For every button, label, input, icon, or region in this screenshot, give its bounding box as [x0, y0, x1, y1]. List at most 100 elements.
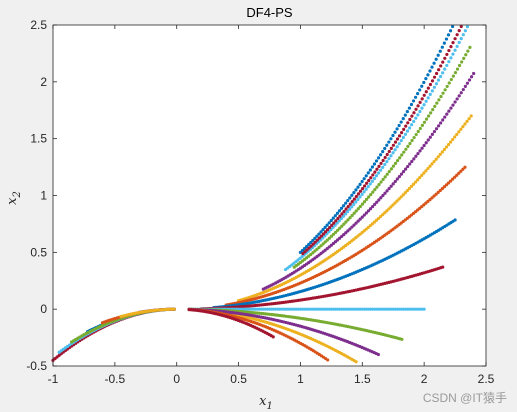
data-point [374, 159, 379, 163]
x-tick-label: 1.5 [354, 372, 371, 386]
data-point [350, 200, 354, 204]
data-point [422, 103, 426, 107]
data-point [354, 221, 358, 225]
data-point [360, 202, 365, 206]
data-point [321, 232, 326, 236]
data-point [365, 181, 369, 185]
data-point [459, 91, 463, 95]
data-point [447, 81, 451, 85]
data-point [453, 71, 458, 75]
data-point [385, 152, 389, 157]
data-point [469, 114, 473, 118]
data-point [426, 96, 430, 100]
data-point [323, 225, 327, 229]
data-point [381, 177, 385, 182]
data-point [362, 177, 366, 181]
data-point [307, 242, 311, 247]
data-point [418, 100, 422, 104]
x-tick-label: -1 [48, 372, 59, 386]
data-point [463, 165, 467, 169]
data-point [352, 211, 356, 215]
data-point [438, 49, 442, 53]
data-point [344, 220, 348, 224]
data-point [414, 107, 418, 111]
data-point [389, 205, 393, 209]
data-point [399, 138, 403, 143]
data-point [403, 167, 408, 171]
data-point [446, 181, 451, 185]
data-point [442, 41, 446, 45]
data-point [424, 141, 428, 145]
data-point [391, 143, 395, 147]
data-point [371, 190, 375, 194]
data-point [391, 203, 395, 207]
data-point [370, 179, 374, 183]
data-point [375, 200, 379, 204]
data-point [416, 129, 420, 134]
data-point [391, 164, 396, 168]
data-point [426, 73, 430, 77]
data-point [327, 236, 331, 240]
data-point [426, 138, 430, 142]
data-point [428, 92, 432, 96]
data-point [440, 187, 444, 191]
data-point [422, 120, 427, 124]
data-point [360, 215, 364, 219]
y-axis-label-main: x [5, 197, 20, 205]
data-point [344, 207, 348, 211]
data-point [418, 109, 422, 114]
data-point [339, 216, 343, 221]
data-point [432, 75, 437, 79]
data-point [438, 152, 442, 156]
data-point [333, 230, 338, 234]
data-point [319, 234, 324, 238]
data-point [346, 218, 350, 222]
data-point [400, 131, 404, 135]
data-point [406, 121, 410, 125]
data-point [393, 161, 398, 165]
data-point [429, 111, 433, 115]
data-point [400, 153, 404, 157]
data-point [378, 214, 383, 219]
data-point [420, 97, 424, 101]
data-point [389, 146, 393, 150]
data-point [307, 246, 311, 250]
data-point [444, 145, 449, 149]
data-point [374, 174, 379, 178]
x-tick-label: -0.5 [105, 372, 126, 386]
data-point [354, 188, 358, 192]
data-point [399, 172, 404, 176]
data-point [358, 217, 362, 221]
data-point [344, 231, 348, 235]
data-point [430, 162, 434, 166]
data-point [444, 183, 449, 187]
data-point [385, 160, 389, 164]
data-point [437, 98, 441, 102]
data-point [328, 225, 332, 230]
data-point [377, 198, 381, 202]
data-point [400, 337, 404, 341]
data-point [465, 119, 469, 123]
data-point [451, 41, 455, 45]
data-point [431, 108, 435, 112]
data-point [342, 204, 346, 208]
data-point [426, 86, 430, 90]
data-point [383, 146, 387, 151]
data-point [313, 236, 317, 240]
series-5 [236, 114, 473, 303]
data-point [430, 196, 434, 200]
data-point [385, 209, 389, 213]
data-point [348, 216, 352, 220]
data-point [467, 78, 472, 82]
data-point [441, 118, 445, 122]
data-point [416, 104, 420, 108]
x-axis-label-main: x [259, 394, 267, 409]
data-point [387, 186, 391, 191]
data-point [430, 132, 434, 136]
watermark: CSDN @IT猿手 [422, 391, 507, 405]
data-point [333, 214, 337, 218]
data-point [356, 192, 361, 196]
data-point [379, 196, 383, 200]
data-point [465, 25, 470, 29]
data-point [336, 228, 340, 232]
